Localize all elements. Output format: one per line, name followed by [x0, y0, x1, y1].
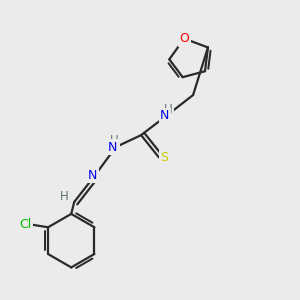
Text: H: H [110, 134, 119, 147]
Text: H: H [164, 103, 172, 116]
Text: S: S [160, 151, 168, 164]
Text: N: N [160, 109, 170, 122]
Text: N: N [88, 169, 97, 182]
Text: H: H [59, 190, 68, 202]
Text: N: N [108, 140, 118, 154]
Text: O: O [179, 32, 189, 45]
Text: Cl: Cl [19, 218, 31, 231]
